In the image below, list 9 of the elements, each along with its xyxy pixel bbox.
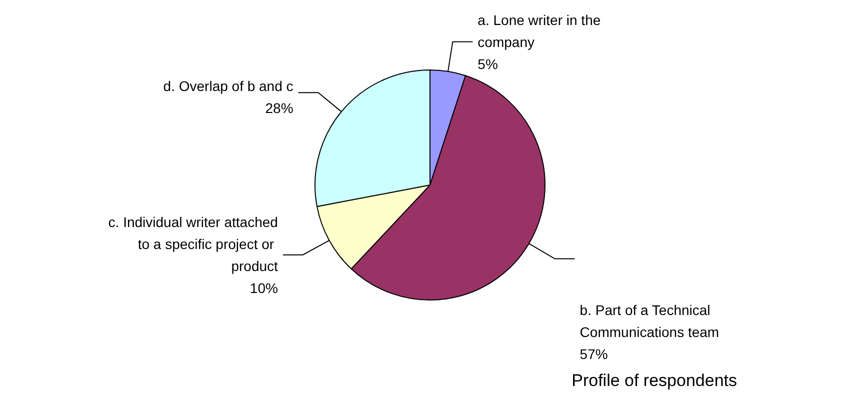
- slice-label: d. Overlap of b and c: [163, 78, 294, 94]
- data-label: 57%: [580, 346, 608, 362]
- data-label: 28%: [265, 100, 294, 116]
- data-label: 10%: [250, 280, 278, 296]
- slice-label: c. Individual writer attached to a specific project or product: [108, 214, 278, 274]
- slice-label: a. Lone writer in the company: [478, 12, 605, 50]
- data-label: 5%: [478, 56, 498, 72]
- text: Profile of respondents: [572, 371, 738, 390]
- slice-label: b. Part of a Technical Communications team: [580, 302, 720, 340]
